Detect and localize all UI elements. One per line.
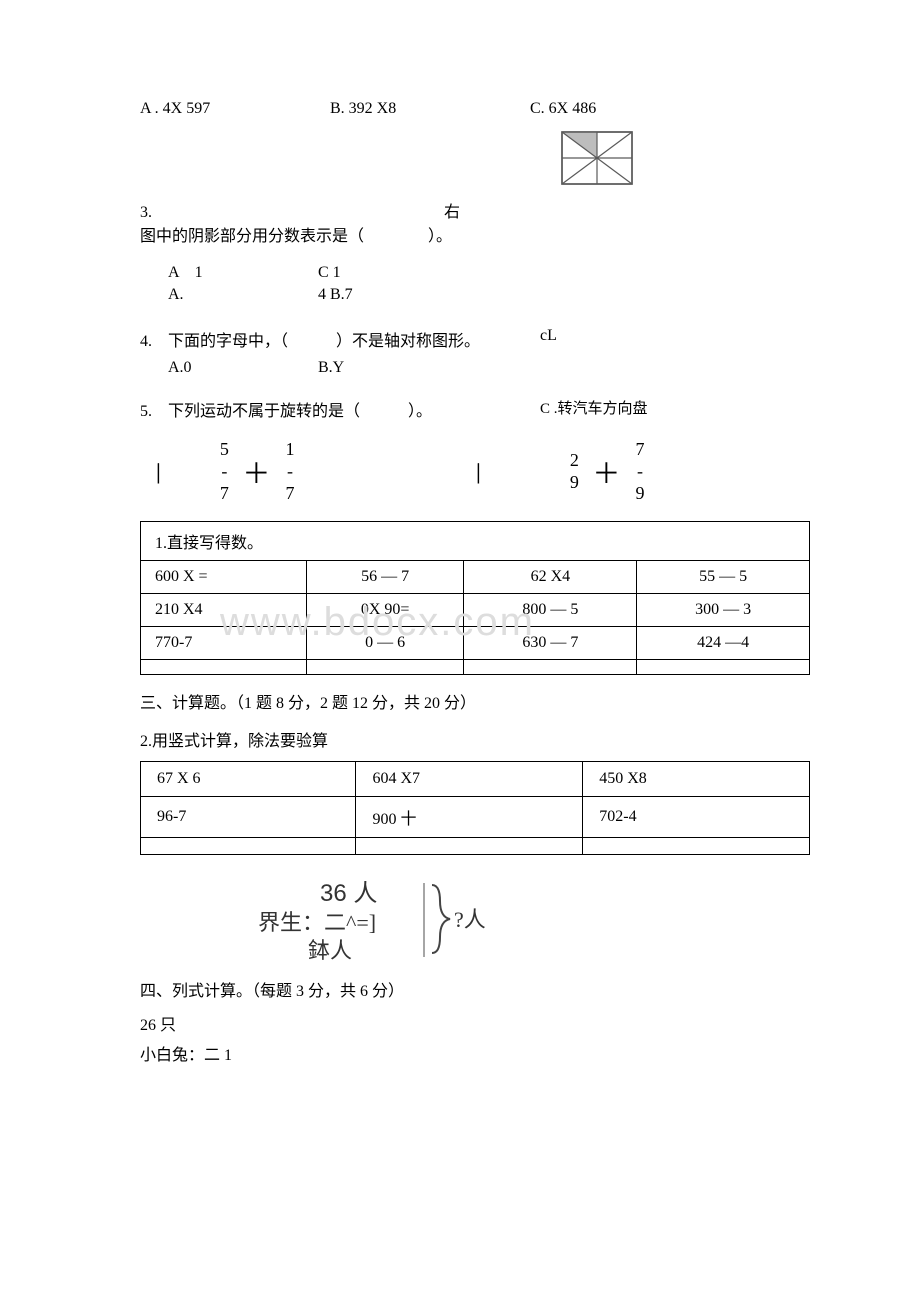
q4: 4. 下面的字母中，（ ）不是轴对称图形。 cL (140, 327, 810, 351)
section-3-title: 三、计算题。（1 题 8 分，2 题 12 分，共 20 分） (140, 689, 810, 713)
section-4-title: 四、列式计算。（每题 3 分，共 6 分） (140, 977, 810, 1001)
cell: 55 — 5 (637, 560, 810, 593)
q2-option-b: B. 392 X8 (330, 100, 530, 118)
line-rabbit: 小白兔：二 1 (140, 1041, 810, 1065)
cell: 210 X4 (141, 593, 307, 626)
cell: 96-7 (141, 796, 356, 837)
q4-text: 4. 下面的字母中，（ ）不是轴对称图形。 (140, 327, 540, 351)
cell (583, 837, 810, 854)
cell: 702-4 (583, 796, 810, 837)
q3-right-char: 右 (444, 204, 460, 221)
cell (464, 659, 637, 674)
vfrac-5-7: 5-7 (213, 439, 235, 505)
calc-table-1: 1.直接写得数。 600 X = 56 — 7 62 X4 55 — 5 210… (140, 521, 810, 675)
cell: 604 X7 (356, 761, 583, 796)
q4-option-a: A.0 (168, 359, 318, 377)
vfrac-29: 29 (563, 450, 585, 494)
q5-option-c: C .转汽车方向盘 (540, 397, 648, 421)
sub-2-title: 2.用竖式计算，除法要验算 (140, 727, 810, 751)
q4-right: cL (540, 327, 557, 351)
square-svg (560, 130, 634, 186)
cell: 0X 90= (306, 593, 464, 626)
page: A . 4X 597 B. 392 X8 C. 6X 486 3. 右 图中的阴… (0, 0, 920, 1131)
cell (141, 837, 356, 854)
cell: 450 X8 (583, 761, 810, 796)
table-row: 770-7 0 — 6 630 — 7 424 —4 (141, 626, 810, 659)
q3-opt-c2: 4 B.7 (318, 284, 468, 306)
q2-option-c: C. 6X 486 (530, 100, 730, 118)
table-row: 600 X = 56 — 7 62 X4 55 — 5 (141, 560, 810, 593)
q3-options: A 1 A. C 1 4 B.7 (168, 262, 810, 307)
q3-opt-c1: C 1 (318, 262, 468, 284)
cell (306, 659, 464, 674)
q3-number: 3. (140, 204, 440, 222)
cell: 56 — 7 (306, 560, 464, 593)
cell: 800 — 5 (464, 593, 637, 626)
q5: 5. 下列运动不属于旋转的是（ ）。 C .转汽车方向盘 (140, 397, 810, 421)
q3-line2: 图中的阴影部分用分数表示是（ ）。 (140, 222, 810, 246)
q2-options: A . 4X 597 B. 392 X8 C. 6X 486 (140, 100, 810, 118)
cell: 300 — 3 (637, 593, 810, 626)
q2-option-a: A . 4X 597 (140, 100, 330, 118)
q3-col1: A 1 A. (168, 262, 318, 307)
plus2: ＋ (592, 452, 620, 492)
eq2: || (476, 459, 477, 485)
brace-label: ?人 (454, 907, 486, 932)
table-row (141, 659, 810, 674)
q3-opt-a1: A 1 (168, 262, 318, 284)
q3-col2: C 1 4 B.7 (318, 262, 468, 307)
q3-opt-a2: A. (168, 284, 318, 306)
d36-line1: 36 人 (320, 873, 377, 908)
square-shaded-diagram (560, 130, 634, 191)
q5-text: 5. 下列运动不属于旋转的是（ ）。 (140, 397, 540, 421)
table-row: 67 X 6 604 X7 450 X8 (141, 761, 810, 796)
brace-svg: ?人 (420, 881, 490, 959)
q3-line1: 3. 右 (140, 198, 810, 222)
d36-line3: 鉢人 (308, 933, 352, 965)
cell: 630 — 7 (464, 626, 637, 659)
calc-table-2: 67 X 6 604 X7 450 X8 96-7 900 十 702-4 (140, 761, 810, 855)
cell: 424 —4 (637, 626, 810, 659)
cell (637, 659, 810, 674)
q4-option-b: B.Y (318, 359, 468, 377)
cell: 62 X4 (464, 560, 637, 593)
d36-brace: ?人 (420, 881, 490, 964)
cell (356, 837, 583, 854)
vfrac-1-7: 1-7 (278, 439, 300, 505)
table-row (141, 837, 810, 854)
cell: 0 — 6 (306, 626, 464, 659)
vfrac-7-9: 7-9 (628, 439, 650, 505)
table1-header: 1.直接写得数。 (141, 521, 810, 560)
table-row: 96-7 900 十 702-4 (141, 796, 810, 837)
cell: 67 X 6 (141, 761, 356, 796)
q4-options: A.0 B.Y (168, 359, 810, 377)
cell (141, 659, 307, 674)
diagram-36-people: 36 人 界生：二^=] 鉢人 ?人 (220, 873, 500, 963)
line-26: 26 只 (140, 1011, 810, 1035)
table-row: 210 X4 0X 90= 800 — 5 300 — 3 (141, 593, 810, 626)
vertical-math-row: || 5-7 ＋ 1-7 || 29 ＋ 7-9 (150, 439, 810, 505)
plus1: ＋ (242, 452, 270, 492)
eq1: || (156, 459, 157, 485)
cell: 900 十 (356, 796, 583, 837)
cell: 770-7 (141, 626, 307, 659)
cell: 600 X = (141, 560, 307, 593)
